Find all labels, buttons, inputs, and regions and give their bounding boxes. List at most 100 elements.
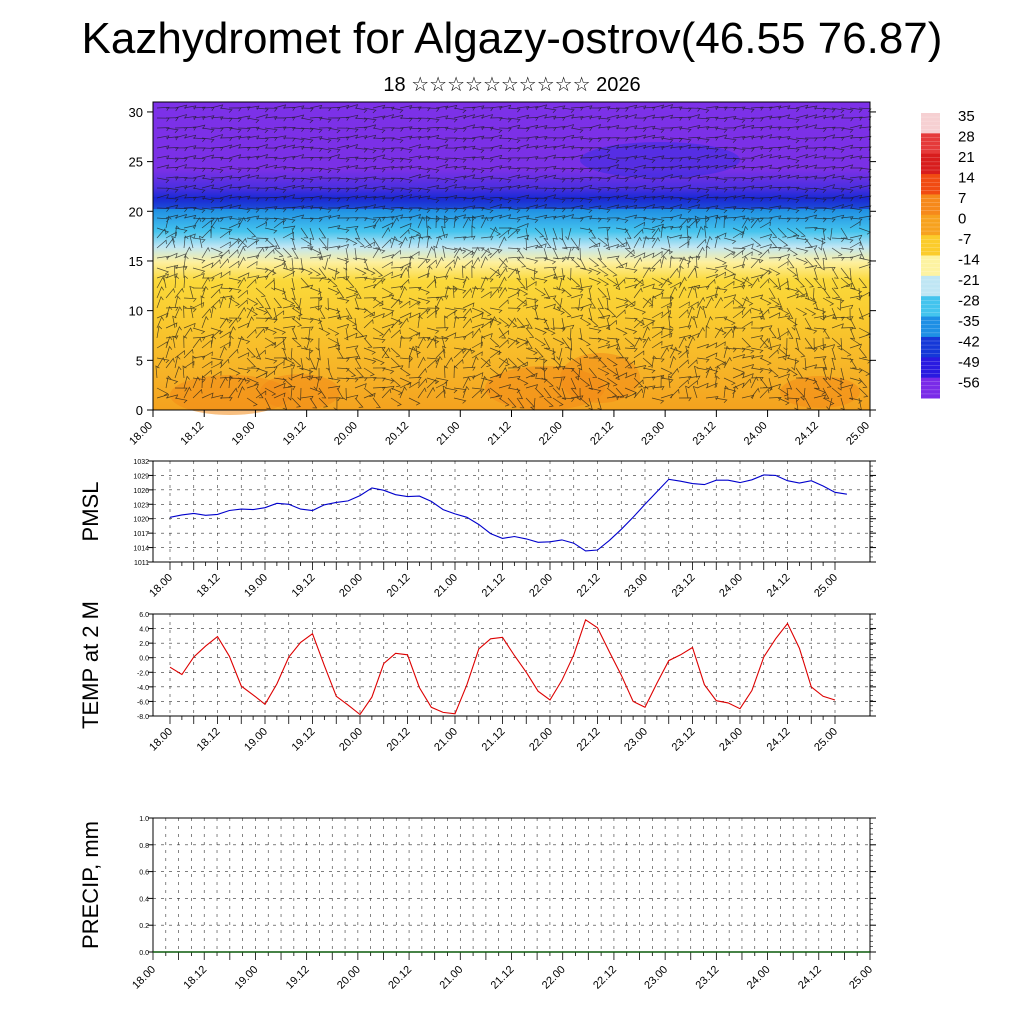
x-tick-label: 20.12: [383, 420, 411, 448]
x-tick-label: 18.12: [178, 420, 206, 448]
x-tick-label: 23.12: [670, 726, 698, 754]
y-tick-label: -4.0: [137, 685, 149, 692]
x-tick-label: 24.12: [796, 964, 824, 992]
x-tick-label: 18.00: [147, 572, 175, 600]
x-tick-label: 18.12: [181, 964, 209, 992]
x-tick-label: 23.12: [694, 964, 722, 992]
x-tick-label: 25.00: [844, 420, 872, 448]
jet-core: [580, 142, 740, 178]
x-tick-label: 22.00: [540, 964, 568, 992]
x-tick-label: 19.12: [290, 572, 318, 600]
y-tick-label: -8.0: [137, 714, 149, 721]
warm-area: [260, 374, 340, 410]
colorbar-label: 35: [958, 108, 975, 125]
y-tick-label: 20: [129, 204, 143, 219]
colorbar: 35 28 21 14 7 0 -7 -14 -21 -28 -35 -42 -49 -56: [921, 108, 980, 399]
x-tick-label: 19.12: [284, 964, 312, 992]
colorbar-label: -42: [958, 334, 980, 351]
colorbar-label: -28: [958, 293, 980, 310]
y-tick-label: 10: [129, 304, 143, 319]
colorbar-label: 28: [958, 129, 975, 146]
y-tick-label: 2.0: [139, 641, 149, 648]
x-tick-label: 24.00: [717, 572, 745, 600]
colorbar-swatch: [921, 113, 940, 134]
y-tick-label: 1.0: [139, 816, 149, 823]
x-tick-label: 23.00: [622, 726, 650, 754]
x-tick-label: 21.12: [480, 572, 508, 600]
y-tick-label: 0.6: [139, 870, 149, 877]
x-tick-label: 22.12: [575, 572, 603, 600]
x-tick-label: 19.00: [242, 572, 270, 600]
x-tick-label: 18.00: [130, 964, 158, 992]
wind-barbs: [155, 104, 872, 411]
page-subtitle: 18 ☆☆☆☆☆☆☆☆☆☆ 2026: [383, 74, 641, 96]
colorbar-swatch: [921, 357, 940, 379]
y-tick-label: -6.0: [137, 699, 149, 706]
y-tick-label: 0.0: [139, 656, 149, 663]
x-tick-label: 21.12: [486, 420, 514, 448]
y-tick-label: 0.4: [139, 896, 149, 903]
x-tick-label: 22.00: [537, 420, 565, 448]
colorbar-swatch: [921, 214, 940, 236]
y-axis-title: TEMP at 2 M: [78, 601, 103, 729]
x-tick-label: 23.00: [642, 964, 670, 992]
x-tick-label: 20.12: [385, 726, 413, 754]
x-tick-label: 22.00: [527, 726, 555, 754]
colorbar-swatch: [921, 275, 940, 297]
x-tick-label: 19.12: [281, 420, 309, 448]
x-tick-label: 24.12: [765, 726, 793, 754]
colorbar-label: 14: [958, 170, 975, 187]
x-tick-label: 22.12: [575, 726, 603, 754]
x-tick-label: 21.00: [432, 572, 460, 600]
x-tick-label: 22.00: [527, 572, 555, 600]
y-tick-label: 4.0: [139, 627, 149, 634]
x-tick-label: 21.00: [437, 964, 465, 992]
x-tick-label: 21.00: [434, 420, 462, 448]
x-tick-label: 24.12: [793, 420, 821, 448]
x-tick-label: 18.00: [147, 726, 175, 754]
x-tick-label: 23.00: [622, 572, 650, 600]
colorbar-swatch: [921, 336, 940, 358]
colorbar-swatch: [921, 296, 940, 318]
colorbar-swatch: [921, 133, 940, 155]
x-tick-label: 22.12: [588, 420, 616, 448]
x-tick-label: 25.00: [812, 726, 840, 754]
y-tick-label: 25: [129, 155, 143, 170]
colorbar-label: 7: [958, 190, 966, 207]
x-tick-label: 20.00: [335, 964, 363, 992]
x-tick-label: 19.00: [242, 726, 270, 754]
x-tick-label: 19.00: [233, 964, 261, 992]
colorbar-swatch: [921, 153, 940, 175]
x-tick-label: 18.12: [195, 726, 223, 754]
y-tick-label: 1032: [133, 459, 149, 466]
x-tick-label: 18.00: [127, 420, 155, 448]
cross-section-panel: 0 5 10 15 20 25 30 18.00 18.12 19.00 19.12 20.00 20.…: [127, 101, 876, 448]
x-tick-label: 25.00: [812, 572, 840, 600]
y-tick-label: 15: [129, 254, 143, 269]
colorbar-swatch: [921, 174, 940, 195]
y-tick-label: 0.8: [139, 843, 149, 850]
y-tick-label: 0.2: [139, 923, 149, 930]
colorbar-label: -56: [958, 375, 980, 392]
x-tick-label: 20.00: [337, 726, 365, 754]
x-tick-label: 24.00: [717, 726, 745, 754]
x-tick-label: 22.12: [591, 964, 619, 992]
temp-panel: -8.0 -6.0 -4.0 -2.0 0.0 2.0 4.0 6.0 18.00 18.12 19…: [78, 601, 876, 754]
x-tick-label: 25.00: [847, 964, 875, 992]
y-tick-label: 1023: [133, 502, 149, 509]
y-tick-label: 6.0: [139, 612, 149, 619]
y-tick-label: 1011: [134, 560, 149, 567]
colorbar-label: 21: [958, 149, 975, 166]
y-tick-label: 1020: [133, 517, 149, 524]
cross-section-fill: [153, 102, 870, 410]
colorbar-label: -35: [958, 313, 980, 330]
x-tick-label: 21.12: [489, 964, 517, 992]
precip-panel: 0.0 0.2 0.4 0.6 0.8 1.0 18.00 18.12 19.00 19.12 20…: [78, 816, 876, 992]
y-axis-title: PMSL: [78, 482, 103, 542]
x-tick-label: 24.00: [745, 964, 773, 992]
plot-frame: [152, 460, 871, 563]
series-line: [169, 474, 847, 552]
warm-area: [170, 375, 290, 415]
y-tick-label: 5: [136, 353, 143, 368]
